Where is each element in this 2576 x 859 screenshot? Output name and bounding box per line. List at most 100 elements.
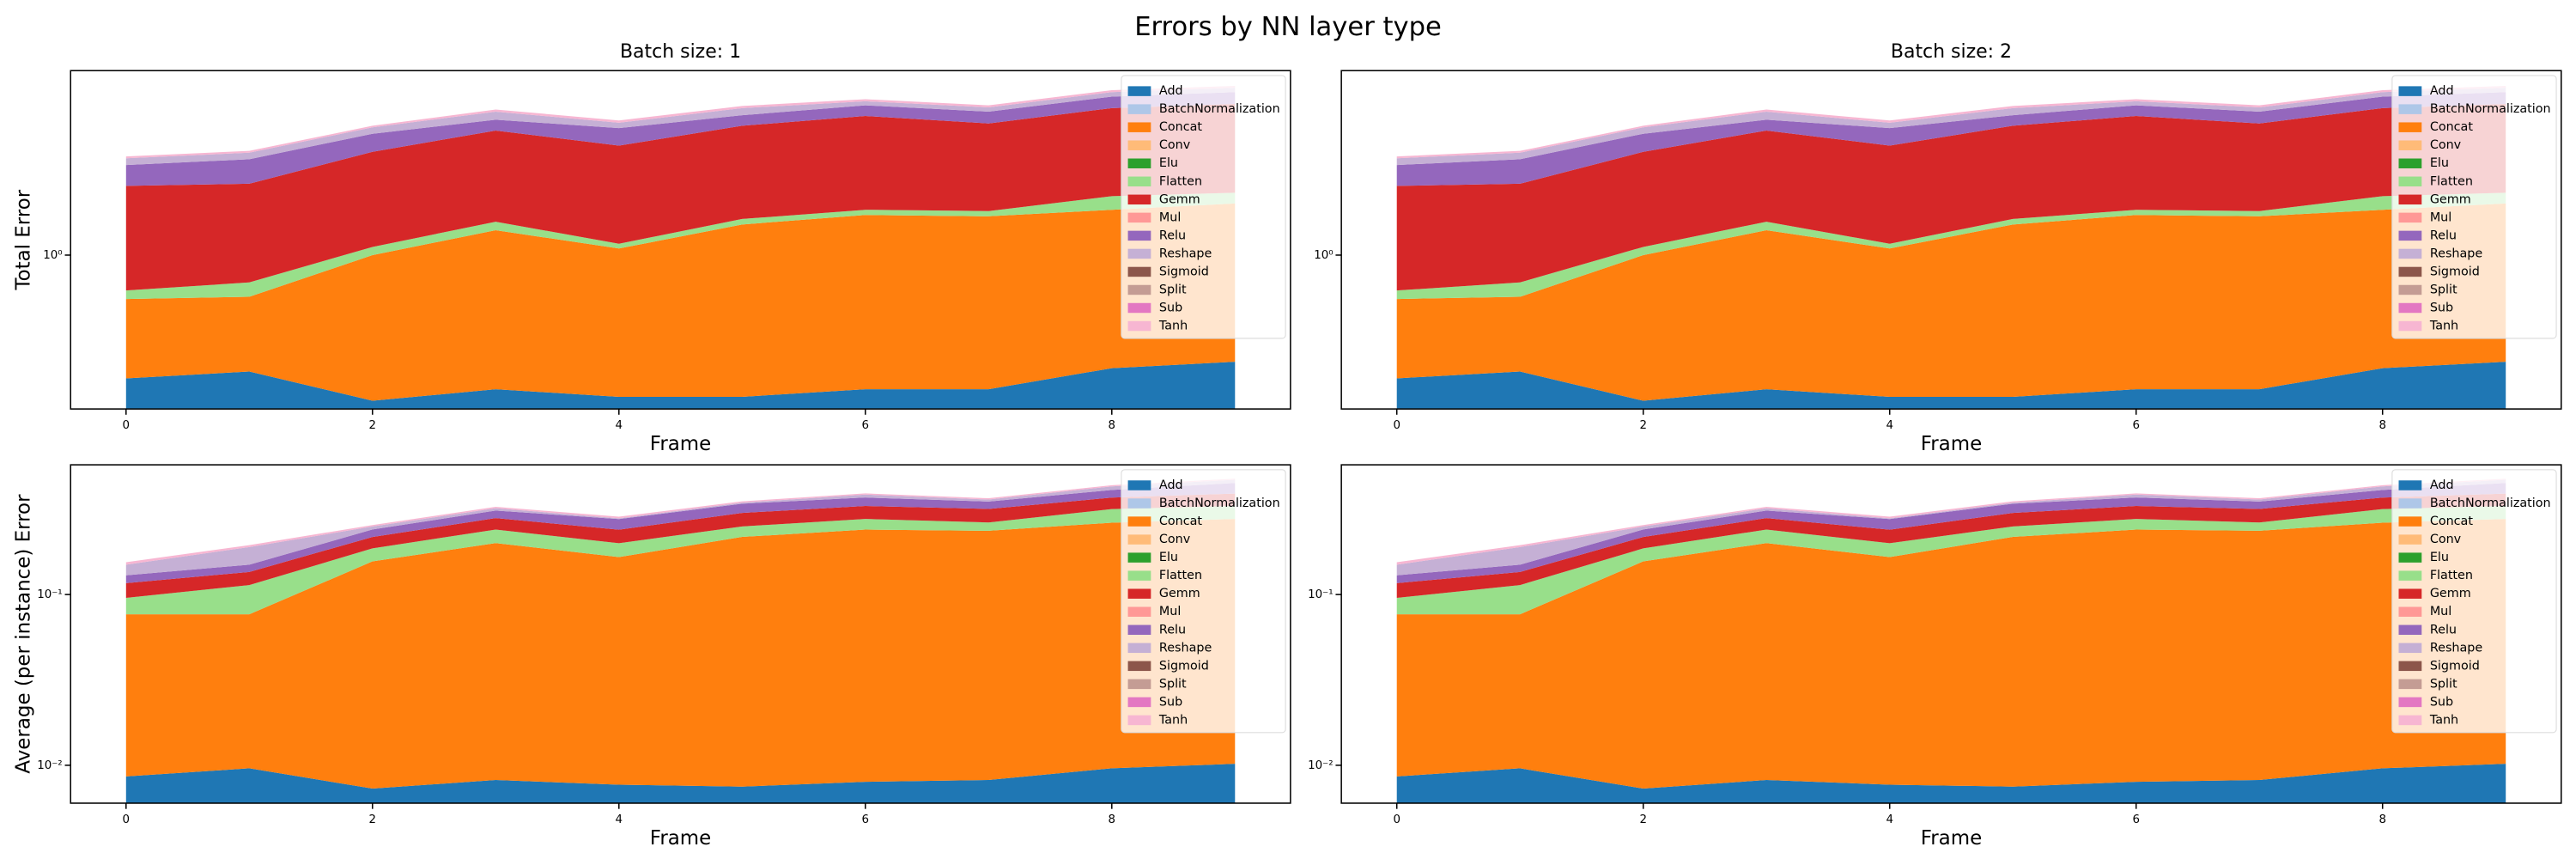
axes-frame bbox=[70, 464, 1291, 804]
x-axis-label: Frame bbox=[650, 827, 711, 850]
legend-box bbox=[2391, 469, 2557, 734]
legend-label: Sub bbox=[1159, 302, 1182, 315]
legend-swatch bbox=[2398, 643, 2422, 654]
legend-swatch bbox=[1127, 302, 1151, 314]
legend-swatch bbox=[1127, 266, 1151, 277]
legend-label: Conv bbox=[1159, 138, 1191, 152]
legend-label: BatchNormalization bbox=[1159, 497, 1280, 510]
legend-swatch bbox=[2398, 176, 2422, 187]
x-tick-label: 4 bbox=[616, 813, 623, 826]
legend-swatch bbox=[1127, 697, 1151, 708]
legend-swatch bbox=[2398, 122, 2422, 132]
legend-label: Tanh bbox=[2429, 320, 2458, 333]
legend-label: Mul bbox=[2430, 210, 2451, 224]
legend-swatch bbox=[2398, 715, 2422, 726]
legend-label: Mul bbox=[1159, 210, 1181, 224]
x-tick-label: 6 bbox=[2132, 813, 2140, 826]
legend-label: Split bbox=[2430, 677, 2458, 691]
area bbox=[1396, 519, 2506, 789]
y-tick-label: 10⁻² bbox=[1308, 759, 1333, 772]
subplot: 0 2 4 6 8 10⁰ Batch size: 1 Frame Total Error Add… bbox=[12, 41, 1291, 455]
legend-label: Add bbox=[2430, 84, 2454, 98]
legend-box bbox=[2391, 75, 2557, 339]
area bbox=[1396, 85, 2506, 159]
legend-label: Add bbox=[1159, 478, 1183, 492]
legend: Add BatchNormalization Concat Conv Elu Flatte… bbox=[1121, 469, 1286, 734]
legend-swatch bbox=[2398, 661, 2422, 672]
legend-label: Mul bbox=[1159, 605, 1181, 618]
legend-swatch bbox=[1127, 122, 1151, 132]
legend-swatch bbox=[1127, 570, 1151, 581]
plot-area bbox=[1396, 85, 2506, 410]
plot-area bbox=[125, 478, 1236, 803]
legend-label: BatchNormalization bbox=[2430, 497, 2551, 510]
legend-label: Flatten bbox=[1159, 174, 1202, 188]
legend-label: Reshape bbox=[1159, 641, 1212, 655]
legend: Add BatchNormalization Concat Conv Elu Flatte… bbox=[2391, 75, 2557, 339]
x-tick-label: 2 bbox=[1639, 813, 1647, 826]
legend-swatch bbox=[1127, 248, 1151, 259]
area bbox=[125, 85, 1236, 159]
legend-swatch bbox=[2398, 588, 2422, 599]
x-tick-label: 8 bbox=[2379, 419, 2386, 432]
area bbox=[1396, 92, 2506, 186]
y-axis-label: Average (per instance) Error bbox=[12, 494, 34, 774]
legend-label: BatchNormalization bbox=[1159, 102, 1280, 116]
area bbox=[1396, 104, 2506, 291]
legend-label: Relu bbox=[2430, 623, 2457, 637]
legend: Add BatchNormalization Concat Conv Elu Flatte… bbox=[2391, 469, 2557, 734]
legend-swatch bbox=[1127, 498, 1151, 509]
legend-swatch bbox=[2398, 230, 2422, 241]
legend-swatch bbox=[1127, 588, 1151, 599]
legend-swatch bbox=[2398, 140, 2422, 150]
area bbox=[1396, 493, 2506, 598]
legend-swatch bbox=[2398, 516, 2422, 527]
legend-label: Flatten bbox=[2430, 174, 2473, 188]
legend-swatch bbox=[1127, 606, 1151, 617]
legend-label: Sigmoid bbox=[2430, 659, 2480, 673]
x-tick-label: 6 bbox=[862, 813, 870, 826]
legend-label: Gemm bbox=[2430, 587, 2471, 600]
x-tick-label: 6 bbox=[862, 419, 870, 432]
legend-label: Add bbox=[2430, 478, 2454, 492]
legend-swatch bbox=[1127, 212, 1151, 223]
x-axis-label: Frame bbox=[1921, 827, 1982, 850]
x-axis-label: Frame bbox=[1921, 433, 1982, 455]
legend-label: Reshape bbox=[2430, 247, 2483, 260]
legend-swatch bbox=[1127, 516, 1151, 527]
legend-label: Elu bbox=[2430, 156, 2449, 170]
legend-swatch bbox=[1127, 194, 1151, 205]
legend-swatch bbox=[2398, 697, 2422, 708]
legend-label: Split bbox=[1159, 283, 1187, 296]
area bbox=[125, 104, 1236, 291]
plot-area bbox=[125, 85, 1236, 410]
legend-label: Reshape bbox=[1159, 247, 1212, 260]
legend-label: Sigmoid bbox=[2430, 265, 2480, 278]
legend-label: Flatten bbox=[2430, 569, 2473, 582]
legend-swatch bbox=[2398, 104, 2422, 114]
legend-swatch bbox=[2398, 248, 2422, 259]
x-tick-label: 0 bbox=[1393, 419, 1400, 432]
legend-swatch bbox=[1127, 176, 1151, 187]
area bbox=[125, 88, 1236, 166]
y-tick-label: 10⁰ bbox=[43, 249, 62, 262]
area bbox=[125, 203, 1236, 401]
area bbox=[125, 483, 1236, 583]
legend-swatch bbox=[2398, 552, 2422, 563]
subplot: 0 2 4 6 8 10⁻² 10⁻¹ Frame Add BatchNormalization C… bbox=[1308, 464, 2562, 850]
legend-label: Elu bbox=[1159, 551, 1178, 564]
legend-label: Conv bbox=[1159, 533, 1191, 546]
legend-label: Split bbox=[2430, 283, 2458, 296]
legend-label: Add bbox=[1159, 84, 1183, 98]
area bbox=[125, 92, 1236, 186]
legend-swatch bbox=[1127, 679, 1151, 690]
legend-box bbox=[1121, 469, 1286, 734]
x-tick-label: 0 bbox=[123, 419, 131, 432]
axes-frame bbox=[1340, 70, 2562, 410]
legend-swatch bbox=[2398, 679, 2422, 690]
legend-label: Mul bbox=[2430, 605, 2451, 618]
x-tick-label: 4 bbox=[1886, 813, 1893, 826]
x-tick-label: 0 bbox=[1393, 813, 1400, 826]
legend-swatch bbox=[1127, 661, 1151, 672]
